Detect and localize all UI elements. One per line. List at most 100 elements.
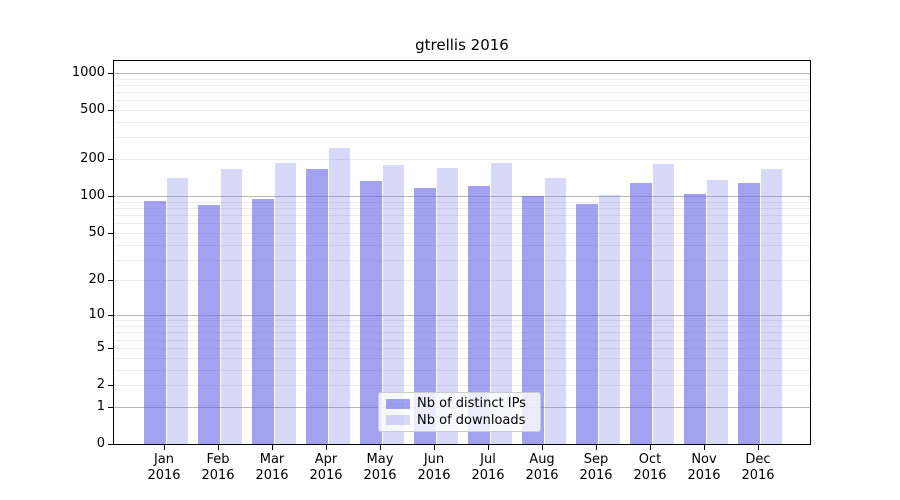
y-tick-mark bbox=[108, 406, 113, 408]
legend-entry-downloads: Nb of downloads bbox=[386, 413, 533, 428]
gridline-minor bbox=[114, 280, 810, 282]
bar-nb-of-downloads-may bbox=[383, 164, 404, 444]
x-tick-mark bbox=[704, 445, 705, 450]
x-tick-mark bbox=[272, 445, 273, 450]
gridline-minor bbox=[114, 332, 810, 334]
x-tick-label: Apr 2016 bbox=[309, 452, 343, 483]
gridline-major bbox=[114, 72, 810, 74]
gridline-minor bbox=[114, 339, 810, 341]
bar-nb-of-distinct-ips-feb bbox=[198, 204, 220, 444]
x-tick-label: Jan 2016 bbox=[147, 452, 181, 483]
bar-nb-of-downloads-feb bbox=[221, 169, 242, 444]
x-tick-label: Dec 2016 bbox=[741, 452, 775, 483]
gridline-minor bbox=[114, 215, 810, 216]
bar-nb-of-distinct-ips-jun bbox=[414, 188, 436, 444]
bar-nb-of-downloads-mar bbox=[275, 163, 296, 444]
gridline-major bbox=[114, 315, 810, 317]
legend-entry-distinct-ips: Nb of distinct IPs bbox=[386, 396, 533, 411]
x-tick-label: Feb 2016 bbox=[201, 452, 235, 483]
bar-nb-of-downloads-nov bbox=[707, 180, 728, 444]
gridline-minor bbox=[114, 100, 810, 102]
y-tick-mark bbox=[108, 315, 113, 317]
y-tick-label: 0 bbox=[96, 436, 105, 451]
bar-nb-of-downloads-dec bbox=[761, 169, 782, 444]
gridline-minor bbox=[114, 244, 810, 246]
y-tick-label: 2 bbox=[96, 377, 105, 392]
y-tick-label: 200 bbox=[80, 151, 105, 167]
x-tick-mark bbox=[218, 445, 219, 450]
bar-nb-of-distinct-ips-nov bbox=[684, 194, 706, 444]
gridline-minor bbox=[114, 326, 810, 327]
y-tick-mark bbox=[108, 347, 113, 349]
bar-nb-of-downloads-aug bbox=[545, 178, 566, 444]
x-tick-label: Jun 2016 bbox=[417, 452, 451, 483]
x-tick-mark bbox=[596, 445, 597, 450]
y-tick-mark bbox=[108, 444, 113, 445]
legend-swatch-downloads-icon bbox=[386, 415, 410, 426]
x-tick-mark bbox=[542, 445, 543, 450]
y-tick-label: 10 bbox=[88, 307, 105, 323]
gridline-minor bbox=[114, 347, 810, 349]
gridline-minor bbox=[114, 369, 810, 371]
bar-nb-of-downloads-jul bbox=[491, 162, 512, 444]
bar-nb-of-downloads-oct bbox=[653, 164, 674, 444]
bar-nb-of-distinct-ips-sep bbox=[576, 203, 598, 444]
chart-title: gtrellis 2016 bbox=[415, 36, 509, 54]
legend-label-downloads: Nb of downloads bbox=[417, 412, 526, 428]
legend-swatch-distinct-ips-icon bbox=[386, 398, 410, 409]
y-tick-mark bbox=[108, 196, 113, 198]
gridline-minor bbox=[114, 320, 810, 322]
gridline-minor bbox=[114, 110, 810, 111]
y-tick-label: 5 bbox=[96, 339, 105, 355]
bar-nb-of-distinct-ips-oct bbox=[630, 182, 652, 444]
x-tick-mark bbox=[164, 445, 165, 450]
y-tick-mark bbox=[108, 159, 113, 161]
y-tick-mark bbox=[108, 232, 113, 234]
legend: Nb of distinct IPs Nb of downloads bbox=[378, 392, 541, 432]
bar-nb-of-downloads-jan bbox=[167, 178, 188, 444]
gridline-minor bbox=[114, 232, 810, 234]
gridline-minor bbox=[114, 259, 810, 261]
bar-nb-of-distinct-ips-may bbox=[360, 180, 382, 444]
gridline-minor bbox=[114, 78, 810, 80]
gridline-minor bbox=[114, 207, 810, 209]
x-tick-label: Jul 2016 bbox=[471, 452, 505, 483]
gridline-minor bbox=[114, 159, 810, 161]
x-tick-label: May 2016 bbox=[363, 452, 397, 483]
gridline-minor bbox=[114, 201, 810, 203]
y-tick-label: 100 bbox=[80, 188, 105, 204]
x-tick-mark bbox=[434, 445, 435, 450]
bar-nb-of-distinct-ips-mar bbox=[252, 198, 274, 444]
bar-nb-of-distinct-ips-jan bbox=[144, 200, 166, 444]
x-tick-label: Aug 2016 bbox=[525, 452, 559, 483]
y-tick-label: 500 bbox=[80, 102, 105, 117]
bar-nb-of-distinct-ips-aug bbox=[522, 196, 544, 444]
legend-label-distinct-ips: Nb of distinct IPs bbox=[417, 396, 526, 412]
y-tick-label: 1 bbox=[96, 398, 105, 414]
gridline-minor bbox=[114, 122, 810, 123]
y-tick-label: 50 bbox=[88, 224, 105, 240]
gridline-minor bbox=[114, 92, 810, 93]
plot-area: Nb of distinct IPs Nb of downloads bbox=[113, 60, 811, 445]
gridline-minor bbox=[114, 357, 810, 359]
x-tick-label: Oct 2016 bbox=[633, 452, 667, 483]
x-tick-mark bbox=[650, 445, 651, 450]
y-tick-label: 1000 bbox=[71, 64, 105, 80]
y-tick-mark bbox=[108, 72, 113, 74]
bar-nb-of-distinct-ips-apr bbox=[306, 169, 328, 444]
bar-nb-of-downloads-jun bbox=[437, 168, 458, 444]
gridline-minor bbox=[114, 385, 810, 386]
x-tick-label: Nov 2016 bbox=[687, 452, 721, 483]
y-tick-mark bbox=[108, 280, 113, 282]
gridline-minor bbox=[114, 84, 810, 86]
x-tick-mark bbox=[488, 445, 489, 450]
y-tick-mark bbox=[108, 110, 113, 111]
x-tick-mark bbox=[380, 445, 381, 450]
bar-nb-of-downloads-apr bbox=[329, 148, 350, 444]
x-tick-mark bbox=[326, 445, 327, 450]
gridline-minor bbox=[114, 137, 810, 139]
gridline-minor bbox=[114, 223, 810, 225]
x-tick-label: Mar 2016 bbox=[255, 452, 289, 483]
bar-nb-of-downloads-sep bbox=[599, 194, 620, 444]
